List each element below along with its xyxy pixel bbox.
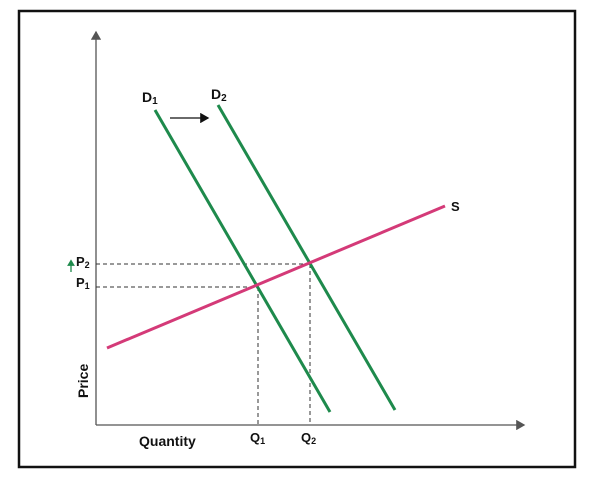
demand-curve-d2 <box>216 104 397 411</box>
x-axis-title: Quantity <box>139 433 196 449</box>
p1-label: P1 <box>76 275 90 291</box>
d1-label: D1 <box>142 89 158 107</box>
y-axis-title: Price <box>75 364 91 398</box>
d2-label: D2 <box>211 86 227 104</box>
q2-label: Q2 <box>301 430 316 446</box>
frame-border <box>17 9 577 469</box>
supply-curve <box>106 204 446 350</box>
q1-label: Q1 <box>250 430 265 446</box>
s-label: S <box>451 199 460 214</box>
p2-label: P2 <box>76 254 90 270</box>
demand-curve-d1 <box>153 109 332 413</box>
